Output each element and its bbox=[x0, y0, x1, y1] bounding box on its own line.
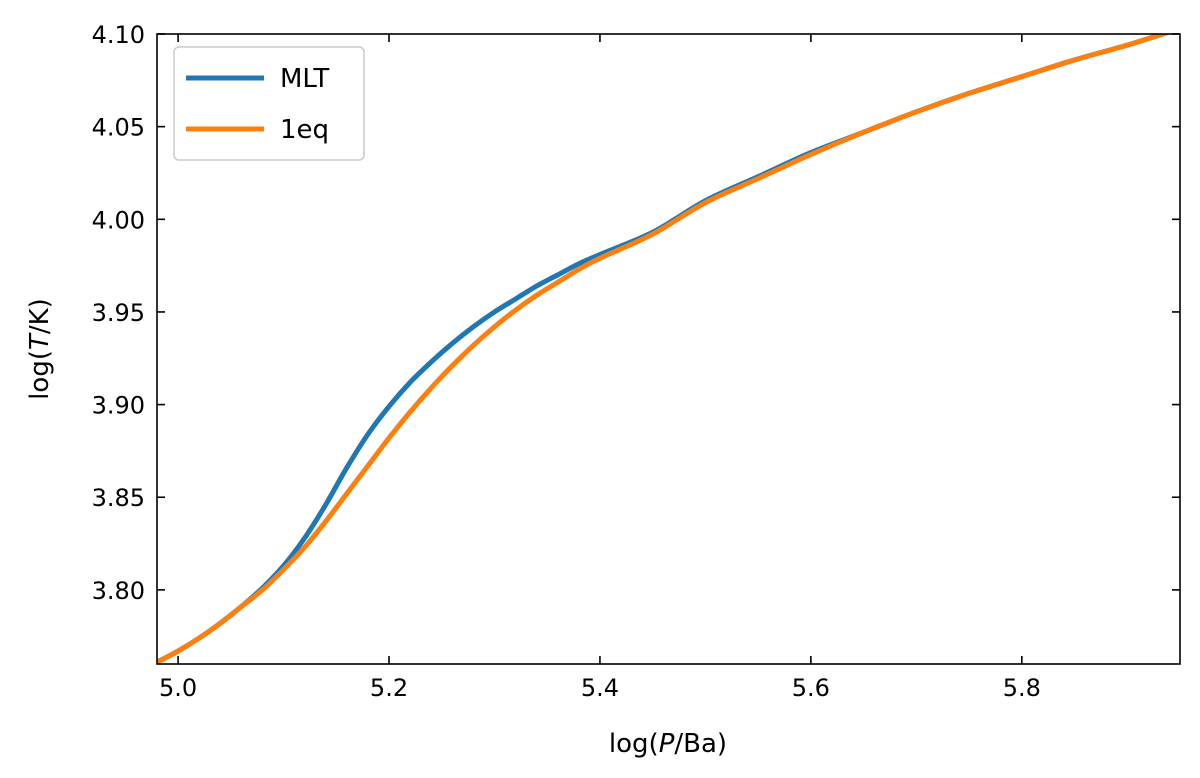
y-tick-label: 3.80 bbox=[92, 577, 145, 605]
series-line-1eq bbox=[157, 34, 1171, 664]
x-tick-label: 5.6 bbox=[792, 674, 830, 702]
y-axis-label: log(T/K) bbox=[25, 298, 55, 400]
legend: MLT 1eq bbox=[173, 46, 365, 161]
legend-box bbox=[173, 46, 365, 161]
plot-lines bbox=[157, 34, 1171, 664]
x-tick-label: 5.2 bbox=[370, 674, 408, 702]
legend-label-1eq: 1eq bbox=[280, 115, 329, 145]
x-tick-label: 5.8 bbox=[1003, 674, 1041, 702]
y-tick-label: 3.90 bbox=[92, 392, 145, 420]
y-tick-label: 4.10 bbox=[92, 21, 145, 49]
plot-frame bbox=[156, 33, 1181, 665]
y-tick-label: 4.00 bbox=[92, 206, 145, 234]
y-tick-label: 3.95 bbox=[92, 299, 145, 327]
y-tick-label: 3.85 bbox=[92, 484, 145, 512]
x-tick-label: 5.4 bbox=[581, 674, 619, 702]
x-tick-label: 5.0 bbox=[159, 674, 197, 702]
axes-ticks: 5.0 5.2 5.4 5.6 5.8 3.80 3.85 3.90 3.95 4.00 4.05 4… bbox=[92, 21, 1180, 702]
y-tick-label: 4.05 bbox=[92, 114, 145, 142]
x-axis-label: log(P/Ba) bbox=[609, 729, 727, 759]
legend-label-mlt: MLT bbox=[280, 64, 329, 94]
